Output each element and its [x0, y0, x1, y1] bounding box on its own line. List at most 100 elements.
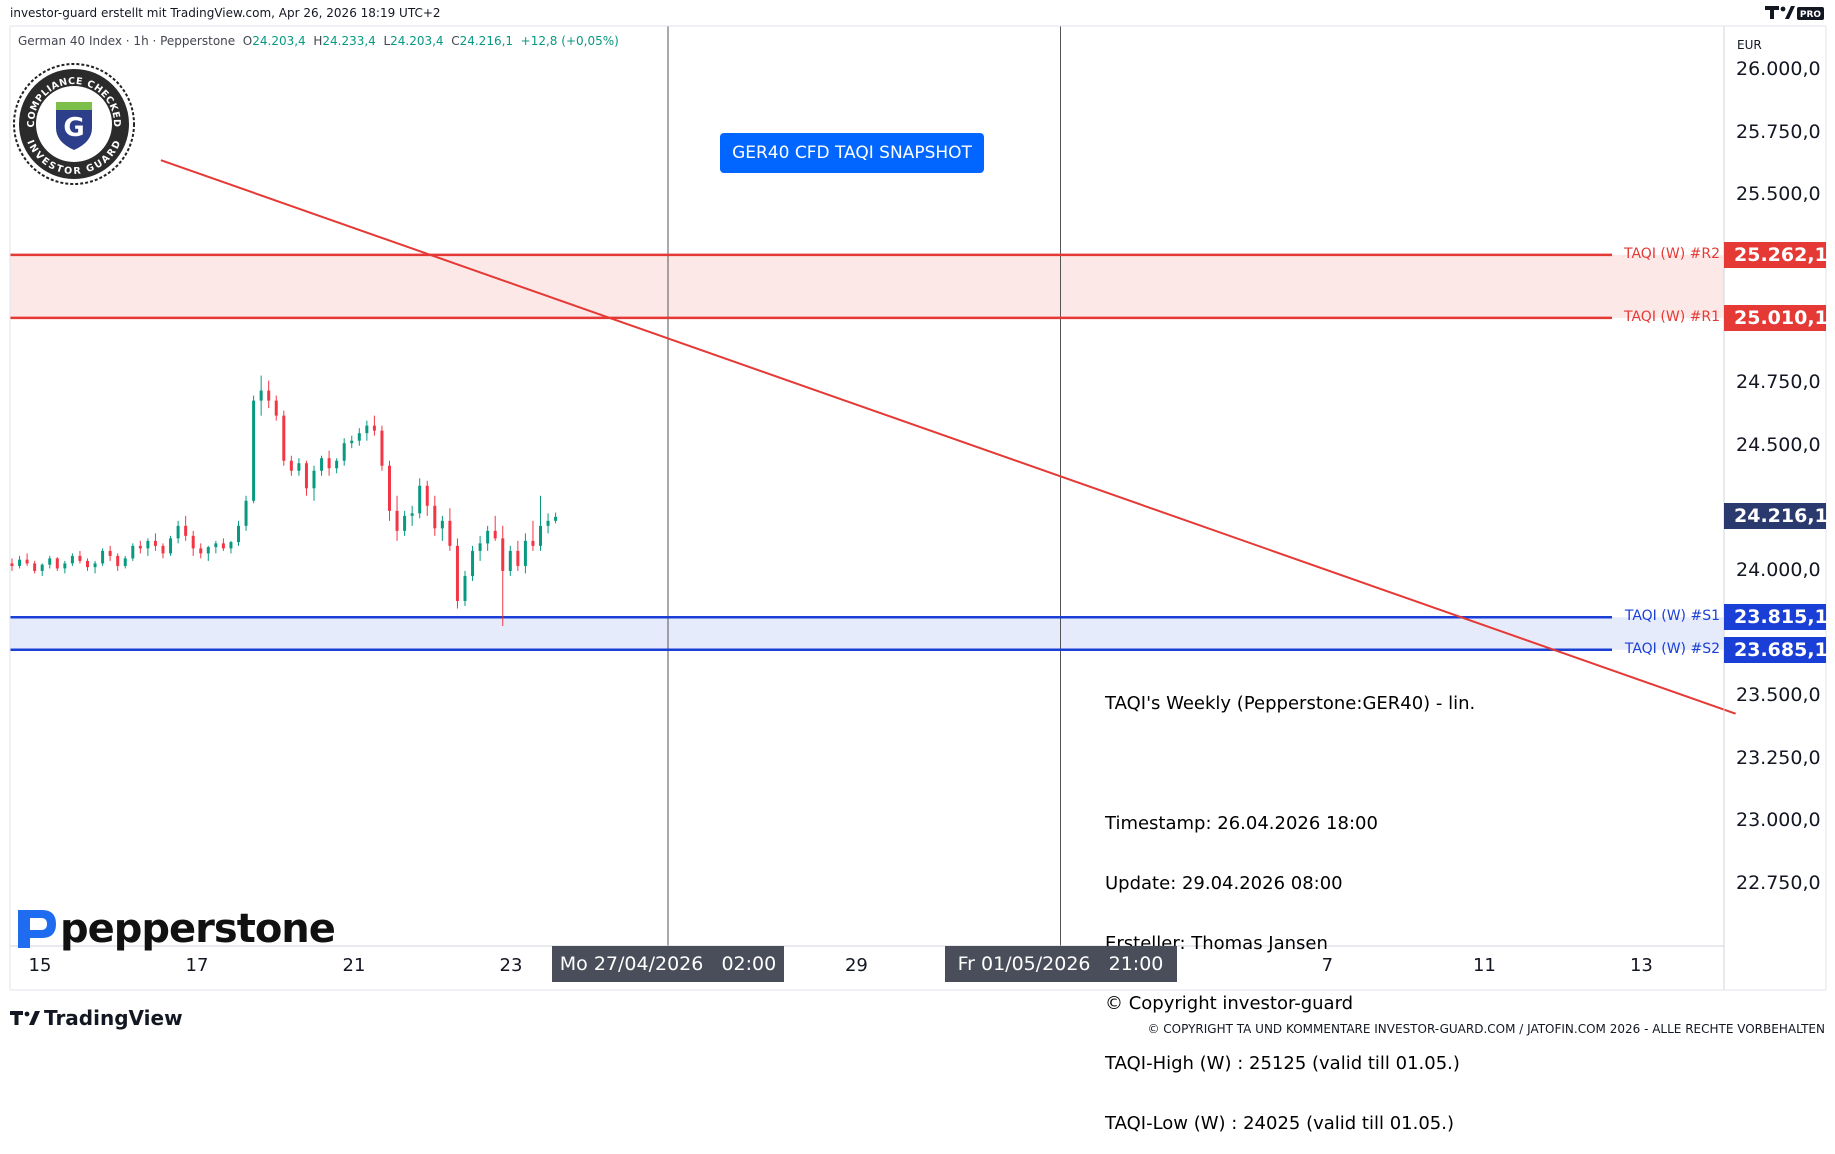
candle-body	[206, 547, 210, 554]
level-label: TAQI (W) #S1	[1624, 608, 1720, 625]
candle-body	[380, 430, 384, 466]
pepperstone-p-icon	[18, 910, 56, 948]
candle-body	[455, 545, 459, 601]
level-price-tag: 23.685,1	[1724, 636, 1828, 663]
legend-high: 24.233,4	[322, 34, 376, 48]
candle-body	[395, 510, 399, 531]
legend-h-label: H	[313, 34, 323, 48]
symbol-legend: German 40 Index · 1h · Pepperstone O 24.2…	[18, 34, 619, 48]
candle-body	[259, 390, 263, 401]
pro-label: PRO	[1800, 10, 1822, 20]
candle-body	[297, 463, 301, 471]
price-tick-label: 24.000,0	[1736, 558, 1821, 581]
candle-body	[320, 458, 324, 471]
time-tick-label: 21	[342, 955, 366, 976]
candle-body	[116, 555, 120, 566]
current-price-tag: 24.216,1	[1724, 502, 1828, 529]
candle-body	[471, 550, 475, 576]
time-highlight-label: Mo 27/04/2026 02:00	[552, 946, 784, 982]
price-tick-label: 23.250,0	[1736, 746, 1821, 769]
candle-body	[486, 530, 490, 544]
candle-body	[146, 540, 150, 549]
legend-l-label: L	[383, 34, 391, 48]
candle-body	[237, 525, 240, 543]
pepperstone-logo: pepperstone	[14, 906, 336, 952]
candle-body	[48, 558, 52, 565]
price-tick-label: 23.000,0	[1736, 809, 1821, 832]
candle-body	[63, 563, 67, 569]
candle-body	[448, 520, 452, 546]
candle-body	[55, 558, 59, 569]
candle-body	[78, 555, 82, 561]
info-line-update: Update: 29.04.2026 08:00	[1105, 873, 1343, 894]
info-line-title: TAQI's Weekly (Pepperstone:GER40) - lin.	[1105, 693, 1476, 714]
info-line-blank	[1105, 754, 1475, 774]
candle-body	[516, 550, 520, 566]
legend-symbol: German 40 Index · 1h · Pepperstone	[18, 34, 236, 48]
candle-body	[33, 563, 37, 571]
badge-letter: G	[63, 113, 84, 143]
legend-c-label: C	[451, 34, 460, 48]
candle-body	[274, 400, 278, 416]
candle-body	[138, 545, 142, 549]
price-tick-label: 25.750,0	[1736, 120, 1821, 143]
candle-body	[463, 575, 467, 601]
info-line-timestamp: Timestamp: 26.04.2026 18:00	[1105, 813, 1378, 834]
candle-body	[176, 525, 180, 539]
candle-body	[199, 548, 203, 554]
candle-body	[388, 465, 391, 511]
candle-body	[40, 564, 44, 571]
candle-body	[501, 538, 505, 571]
resistance-zone	[10, 254, 1724, 318]
candle-body	[18, 559, 22, 566]
candle-body	[70, 555, 74, 564]
candle-body	[425, 485, 429, 506]
price-tick-label: 24.500,0	[1736, 433, 1821, 456]
level-price-tag: 25.010,1	[1724, 304, 1828, 331]
candle-body	[191, 535, 195, 549]
legend-low: 24.203,4	[390, 34, 444, 48]
candle-body	[440, 520, 444, 529]
candle-body	[539, 525, 542, 546]
tradingview-icon	[10, 1011, 40, 1025]
compliance-seal-icon: COMPLIANCE CHECKED INVESTOR GUARD G	[13, 63, 135, 185]
candle-body	[350, 440, 354, 444]
candle-body	[546, 520, 550, 526]
candle-body	[267, 390, 271, 401]
taqi-info-block: TAQI's Weekly (Pepperstone:GER40) - lin.…	[1105, 654, 1475, 1154]
price-tick-label: 26.000,0	[1736, 58, 1821, 80]
candle-body	[365, 425, 369, 434]
chart-credit: investor-guard erstellt mit TradingView.…	[10, 6, 441, 20]
info-line-copyright: © Copyright investor-guard	[1105, 993, 1354, 1014]
candle-body	[418, 485, 422, 514]
candle-body	[531, 540, 535, 546]
candle-body	[372, 425, 376, 431]
candle-body	[304, 463, 308, 489]
candle-body	[10, 563, 14, 566]
candle-body	[282, 415, 286, 461]
candle-body	[93, 563, 97, 568]
price-tick-label: 25.500,0	[1736, 183, 1821, 206]
level-label: TAQI (W) #S2	[1624, 640, 1720, 657]
chart-canvas[interactable]	[0, 0, 1835, 1044]
currency-label: EUR	[1737, 38, 1762, 52]
legend-o-label: O	[242, 34, 253, 48]
candle-body	[108, 550, 112, 556]
pepperstone-wordmark: pepperstone	[60, 906, 336, 952]
compliance-badge: COMPLIANCE CHECKED INVESTOR GUARD G	[12, 62, 136, 186]
legend-close: 24.216,1	[459, 34, 514, 48]
legend-change: +12,8 (+0,05%)	[520, 34, 619, 48]
candle-body	[214, 543, 218, 548]
price-tick-label: 23.500,0	[1736, 684, 1821, 707]
time-tick-label: 13	[1629, 955, 1653, 976]
candle-body	[342, 443, 346, 461]
price-tick-label: 24.750,0	[1736, 371, 1821, 394]
candle-body	[478, 543, 482, 551]
time-tick-label: 23	[499, 955, 523, 976]
candle-body	[221, 543, 225, 549]
candle-body	[289, 460, 293, 471]
candle-body	[131, 545, 135, 559]
level-label: TAQI (W) #R2	[1624, 245, 1720, 262]
level-price-tag: 25.262,1	[1724, 241, 1828, 268]
candle-body	[554, 516, 558, 521]
